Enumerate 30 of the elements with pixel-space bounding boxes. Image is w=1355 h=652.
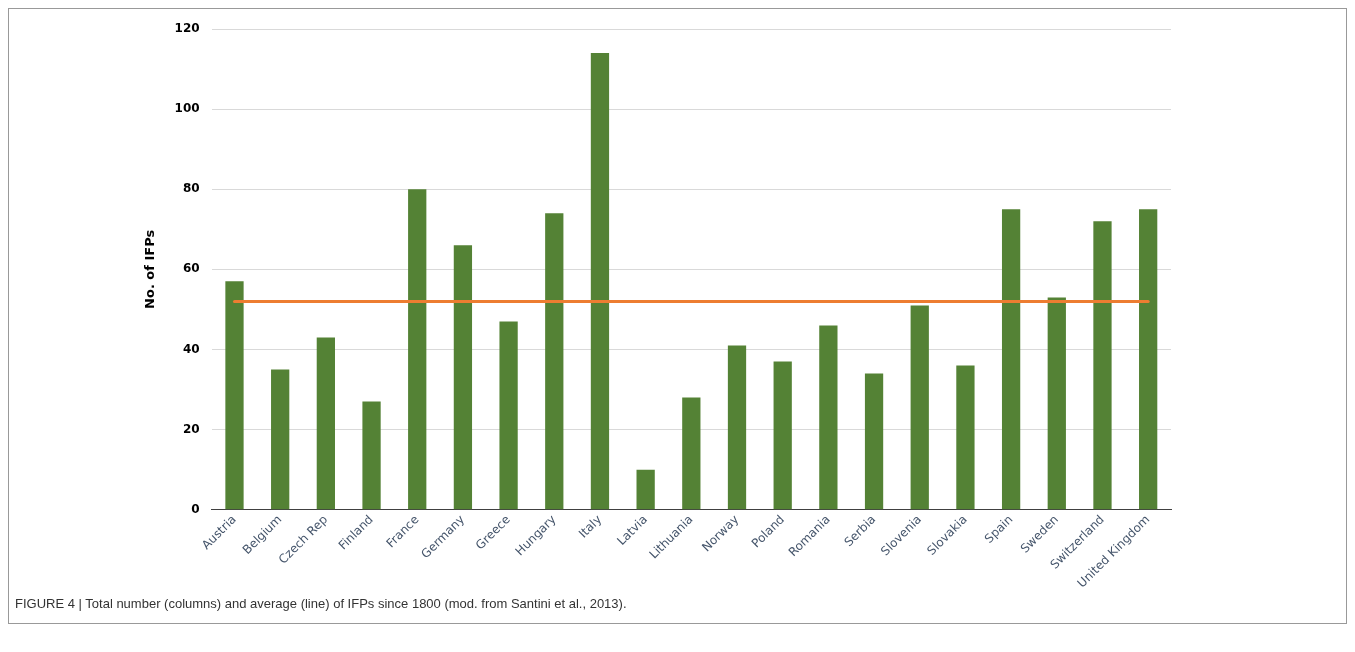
caption: FIGURE 4 | Total number (columns) and average (line) of IFPs since 1800 (mod. from Santini et al., 2013). bbox=[14, 595, 628, 613]
bar bbox=[408, 189, 427, 510]
bar bbox=[682, 397, 701, 510]
bar bbox=[773, 361, 792, 510]
bar bbox=[590, 53, 610, 510]
y-tick-label: 120 bbox=[174, 21, 200, 36]
bar bbox=[819, 325, 838, 510]
y-tick-label: 40 bbox=[182, 341, 200, 356]
bar bbox=[499, 321, 518, 510]
bar bbox=[271, 369, 290, 510]
y-tick-label: 100 bbox=[174, 101, 200, 116]
bar bbox=[956, 365, 975, 510]
bar bbox=[864, 373, 884, 510]
bar bbox=[1139, 209, 1158, 510]
bar bbox=[545, 213, 564, 510]
bar bbox=[636, 469, 655, 510]
bar bbox=[1093, 221, 1112, 510]
bar bbox=[362, 401, 381, 510]
bar bbox=[910, 305, 929, 510]
bar bbox=[1001, 209, 1021, 510]
y-tick-label: 80 bbox=[182, 181, 200, 196]
bar bbox=[316, 337, 335, 510]
y-axis-title: No. of IFPs bbox=[142, 229, 158, 309]
bar bbox=[225, 281, 244, 510]
y-tick-label: 60 bbox=[182, 261, 200, 276]
y-tick-label: 0 bbox=[191, 501, 200, 516]
bar bbox=[453, 245, 473, 510]
y-tick-label: 20 bbox=[182, 421, 200, 436]
bar bbox=[727, 345, 747, 510]
bar bbox=[1047, 297, 1066, 510]
